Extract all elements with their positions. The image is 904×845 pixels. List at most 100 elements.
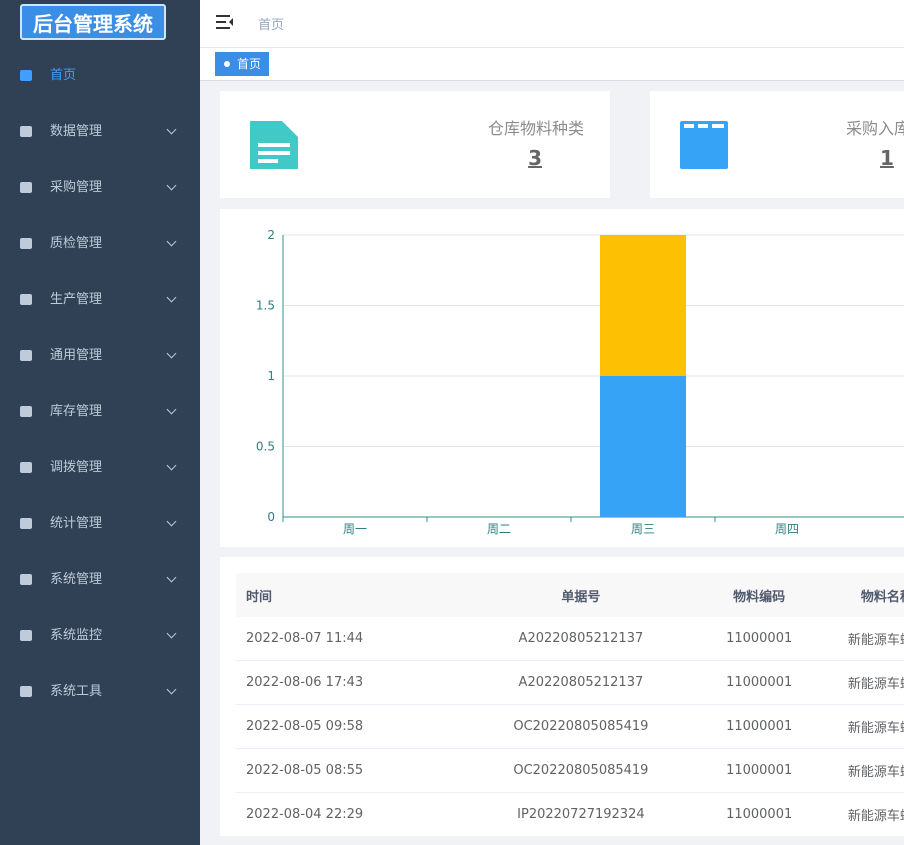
menu-text[interactable]: 生产管理 xyxy=(50,292,103,307)
menu-icon xyxy=(20,70,32,81)
chart: 0 0.5 1 1.5 2 周一 周二 周三 周四 xyxy=(256,228,904,536)
breadcrumb[interactable]: 首页 xyxy=(258,18,285,33)
header: 首页 xyxy=(200,0,904,48)
header-row: 时间单据号物料编码物料名称 xyxy=(236,573,904,617)
chevron xyxy=(166,180,177,191)
menu-text[interactable]: 系统工具 xyxy=(50,684,103,699)
menu-icon xyxy=(20,518,32,529)
menu-item[interactable]: 系统监控 xyxy=(0,608,200,664)
table-row: 2022-08-05 08:55 OC20220805085419 11000001… xyxy=(236,748,904,793)
menu-icon xyxy=(20,350,32,361)
chevron xyxy=(166,404,177,415)
hamburger[interactable] xyxy=(216,14,234,30)
y-tick-label: 1.5 xyxy=(256,299,275,313)
table-cell: 新能源车螺丝 xyxy=(817,792,904,836)
chevron xyxy=(166,292,177,303)
bar-segment xyxy=(600,235,686,376)
card-label: 采购入库 xyxy=(846,119,904,138)
x-tick-label: 周二 xyxy=(487,522,511,536)
chevron xyxy=(166,516,177,527)
menu-icon xyxy=(20,294,32,305)
menu-item[interactable]: 首页 xyxy=(0,48,200,104)
menu-text[interactable]: 库存管理 xyxy=(50,404,103,419)
table-cell: OC20220805085419 xyxy=(461,748,701,793)
table-row: 2022-08-07 11:44 A20220805212137 11000001 新… xyxy=(236,617,904,661)
table-cell: 2022-08-05 08:55 xyxy=(236,748,462,793)
table-cell: 2022-08-07 11:44 xyxy=(236,617,462,661)
table-cell: A20220805212137 xyxy=(461,617,701,661)
menu-item[interactable]: 系统工具 xyxy=(0,664,200,720)
menu-icon xyxy=(20,182,32,193)
menu-item[interactable]: 质检管理 xyxy=(0,216,200,272)
table-cell: IP20220727192324 xyxy=(461,792,701,836)
chart-panel: 0 0.5 1 1.5 2 周一 周二 周三 周四 xyxy=(220,209,904,547)
column-header: 物料编码 xyxy=(700,573,818,617)
y-tick-label: 2 xyxy=(267,228,275,242)
chevron xyxy=(166,628,177,639)
menu-icon xyxy=(20,406,32,417)
menu-icon xyxy=(20,126,32,137)
table-cell: 11000001 xyxy=(700,704,818,749)
menu-item[interactable]: 采购管理 xyxy=(0,160,200,216)
stat-card: 采购入库 1 xyxy=(650,91,904,198)
menu-text[interactable]: 系统监控 xyxy=(50,628,103,643)
table-cell: 2022-08-05 09:58 xyxy=(236,704,462,749)
menu-item[interactable]: 调拨管理 xyxy=(0,440,200,496)
table-cell: 2022-08-04 22:29 xyxy=(236,792,462,836)
x-tick-label: 周三 xyxy=(631,522,655,536)
tag[interactable]: 首页 xyxy=(215,52,270,76)
column-header: 单据号 xyxy=(461,573,701,617)
menu-item[interactable]: 统计管理 xyxy=(0,496,200,552)
menu-item[interactable]: 通用管理 xyxy=(0,328,200,384)
table-cell: 11000001 xyxy=(700,792,818,836)
tag-text[interactable]: 首页 xyxy=(237,57,262,71)
table-cell: 2022-08-06 17:43 xyxy=(236,660,462,705)
table-cell: 新能源车螺丝 xyxy=(817,748,904,793)
chevron xyxy=(166,236,177,247)
menu-item[interactable]: 库存管理 xyxy=(0,384,200,440)
chevron xyxy=(166,124,177,135)
table-cell: A20220805212137 xyxy=(461,660,701,705)
table-row: 2022-08-05 09:58 OC20220805085419 11000001… xyxy=(236,704,904,749)
menu-text[interactable]: 统计管理 xyxy=(50,516,103,531)
menu-text[interactable]: 调拨管理 xyxy=(50,460,103,475)
menu-icon xyxy=(20,574,32,585)
table-cell: 11000001 xyxy=(700,617,818,661)
card-value[interactable]: 1 xyxy=(880,146,894,170)
menu-text[interactable]: 通用管理 xyxy=(50,348,103,363)
y-tick-label: 0 xyxy=(267,510,275,524)
menu-item[interactable]: 数据管理 xyxy=(0,104,200,160)
card-icon xyxy=(250,121,298,169)
table: 时间单据号物料编码物料名称2022-08-07 11:44A2022080521… xyxy=(236,573,904,836)
y-tick-label: 0.5 xyxy=(256,440,275,454)
chevron xyxy=(166,348,177,359)
table-cell: 11000001 xyxy=(700,660,818,705)
menu-text[interactable]: 质检管理 xyxy=(50,236,103,251)
x-tick-label: 周一 xyxy=(343,522,367,536)
chevron xyxy=(166,684,177,695)
bar-segment xyxy=(600,376,686,517)
menu-text[interactable]: 首页 xyxy=(50,68,77,83)
menu-icon xyxy=(20,630,32,641)
table-cell: OC20220805085419 xyxy=(461,704,701,749)
menu-text[interactable]: 采购管理 xyxy=(50,180,103,195)
column-header: 物料名称 xyxy=(817,573,904,617)
stat-card: 仓库物料种类 3 xyxy=(220,91,610,198)
table-panel: 时间单据号物料编码物料名称2022-08-07 11:44A2022080521… xyxy=(220,557,904,836)
table-cell: 新能源车螺丝 xyxy=(817,704,904,749)
menu-icon xyxy=(20,238,32,249)
table-cell: 11000001 xyxy=(700,748,818,793)
menu-item[interactable]: 系统管理 xyxy=(0,552,200,608)
logo[interactable]: 后台管理系统 xyxy=(20,4,166,40)
sidebar: 后台管理系统 首页数据管理采购管理质检管理生产管理通用管理库存管理调拨管理统计管… xyxy=(0,0,200,845)
table-cell: 新能源车螺丝 xyxy=(817,617,904,661)
menu-item[interactable]: 生产管理 xyxy=(0,272,200,328)
menu-text[interactable]: 数据管理 xyxy=(50,124,103,139)
card-value[interactable]: 3 xyxy=(528,146,542,170)
table-cell: 新能源车螺丝 xyxy=(817,660,904,705)
menu-text[interactable]: 系统管理 xyxy=(50,572,103,587)
table-row: 2022-08-06 17:43 A20220805212137 11000001 新… xyxy=(236,660,904,705)
menu-icon xyxy=(20,462,32,473)
chevron xyxy=(166,460,177,471)
